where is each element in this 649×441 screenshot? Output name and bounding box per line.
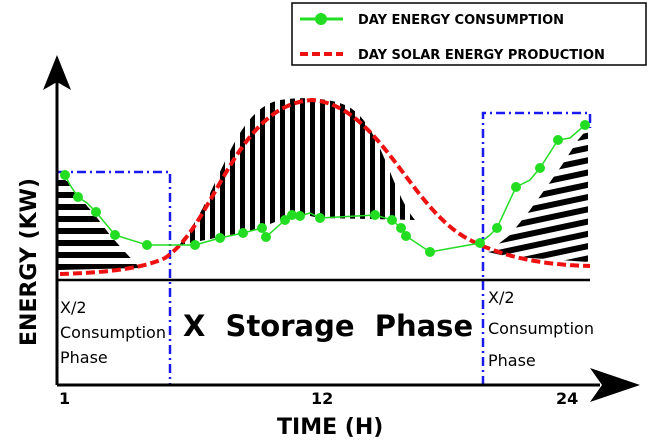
consumption-point xyxy=(110,230,120,240)
consumption-point xyxy=(475,238,485,248)
x-tick-label: 12 xyxy=(311,389,333,408)
legend-consumption-marker-icon xyxy=(315,13,327,25)
left-phase-box xyxy=(58,170,172,385)
consumption-point xyxy=(60,170,70,180)
consumption-series xyxy=(60,120,590,257)
solar-production-curve xyxy=(59,97,591,276)
legend-box xyxy=(291,2,647,66)
y-axis-arrow-icon xyxy=(43,55,71,90)
right-phase-box xyxy=(481,111,592,385)
consumption-point xyxy=(91,207,101,217)
right-phase-line-2: Consumption xyxy=(488,319,594,338)
x-tick-label: 24 xyxy=(556,389,578,408)
consumption-point xyxy=(370,210,380,220)
consumption-point xyxy=(142,240,152,250)
consumption-point xyxy=(553,135,563,145)
consumption-point xyxy=(492,223,502,233)
right-phase-label: X/2 Consumption Phase xyxy=(488,288,594,370)
x-axis-arrow-icon xyxy=(590,368,640,402)
consumption-point xyxy=(387,215,397,225)
phase-boxes xyxy=(58,111,592,385)
consumption-point xyxy=(261,232,271,242)
x-axis-title: TIME (H) xyxy=(277,415,383,440)
middle-storage-hatch xyxy=(175,98,415,250)
y-axis-title: ENERGY (KW) xyxy=(17,178,42,346)
left-consumption-hatch xyxy=(58,175,140,270)
legend-consumption-label: DAY ENERGY CONSUMPTION xyxy=(358,13,564,28)
consumption-point xyxy=(580,120,590,130)
consumption-point xyxy=(190,240,200,250)
consumption-point xyxy=(257,223,267,233)
consumption-point xyxy=(535,163,545,173)
legend-solar-label: DAY SOLAR ENERGY PRODUCTION xyxy=(358,48,605,63)
left-phase-line-1: X/2 xyxy=(60,298,87,317)
left-phase-line-2: Consumption xyxy=(60,323,166,342)
consumption-point xyxy=(396,223,406,233)
storage-phase-label: X Storage Phase xyxy=(183,309,473,343)
consumption-point xyxy=(315,213,325,223)
consumption-point xyxy=(511,182,521,192)
legend: DAY ENERGY CONSUMPTION DAY SOLAR ENERGY … xyxy=(291,2,647,66)
consumption-point xyxy=(280,215,290,225)
right-consumption-hatch xyxy=(488,128,588,262)
consumption-point xyxy=(295,211,305,221)
consumption-point xyxy=(401,231,411,241)
consumption-point xyxy=(238,228,248,238)
consumption-point xyxy=(425,247,435,257)
consumption-point xyxy=(73,192,83,202)
left-phase-line-3: Phase xyxy=(60,348,108,367)
left-phase-label: X/2 Consumption Phase xyxy=(60,298,166,367)
consumption-point xyxy=(215,233,225,243)
axes xyxy=(43,55,640,402)
consumption-point xyxy=(287,210,297,220)
x-tick-label: 1 xyxy=(59,389,70,408)
right-phase-line-3: Phase xyxy=(488,351,536,370)
right-phase-line-1: X/2 xyxy=(488,288,515,307)
